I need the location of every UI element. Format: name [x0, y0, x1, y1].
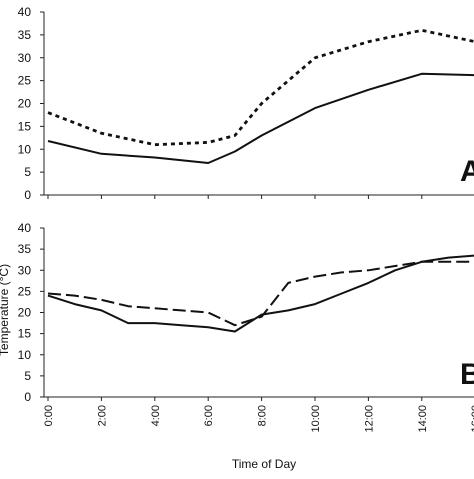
y-tick-label: 0 — [24, 390, 31, 404]
x-tick-label: 16:00 — [470, 405, 474, 433]
y-tick-label: 30 — [18, 51, 32, 65]
panel-letter: B — [460, 358, 474, 391]
y-tick-label: 35 — [18, 28, 32, 42]
y-tick-label: 40 — [18, 5, 32, 19]
x-tick-label: 2:00 — [96, 405, 108, 426]
y-tick-label: 20 — [18, 97, 32, 111]
series-line-dashed — [47, 260, 474, 327]
y-tick-label: 25 — [18, 74, 32, 88]
series-line-dotted — [47, 28, 474, 147]
x-tick-label: 10:00 — [310, 405, 322, 433]
y-tick-label: 5 — [24, 165, 31, 179]
x-tick-label: 12:00 — [363, 405, 375, 433]
y-tick-label: 10 — [18, 348, 32, 362]
y-tick-label: 15 — [18, 119, 32, 133]
x-tick-label: 6:00 — [203, 405, 215, 426]
x-tick-label: 0:00 — [43, 405, 55, 426]
y-tick-label: 35 — [18, 242, 32, 256]
series-line-solid — [47, 254, 474, 333]
y-tick-label: 40 — [18, 221, 32, 235]
series-line-solid — [47, 72, 474, 164]
y-tick-label: 15 — [18, 327, 32, 341]
x-tick-label: 8:00 — [257, 405, 269, 426]
panel-letter: A — [460, 155, 474, 188]
y-tick-label: 10 — [18, 142, 32, 156]
x-tick-label: 14:00 — [417, 405, 429, 433]
y-tick-label: 5 — [24, 369, 31, 383]
y-tick-label: 20 — [18, 306, 32, 320]
panel-a: 0 5 10 15 20 25 30 35 40 A — [18, 5, 474, 202]
x-axis-title: Time of Day — [232, 457, 296, 471]
x-tick-label: 4:00 — [150, 405, 162, 426]
y-tick-label: 25 — [18, 284, 32, 298]
y-axis-title: Temperature (°C) — [0, 264, 11, 356]
y-tick-label: 30 — [18, 263, 32, 277]
y-tick-label: 0 — [24, 188, 31, 202]
panel-b: 0 5 10 15 20 25 30 35 40 B 0:00 2:00 4:00 6:00 8:00 10:… — [0, 221, 474, 471]
